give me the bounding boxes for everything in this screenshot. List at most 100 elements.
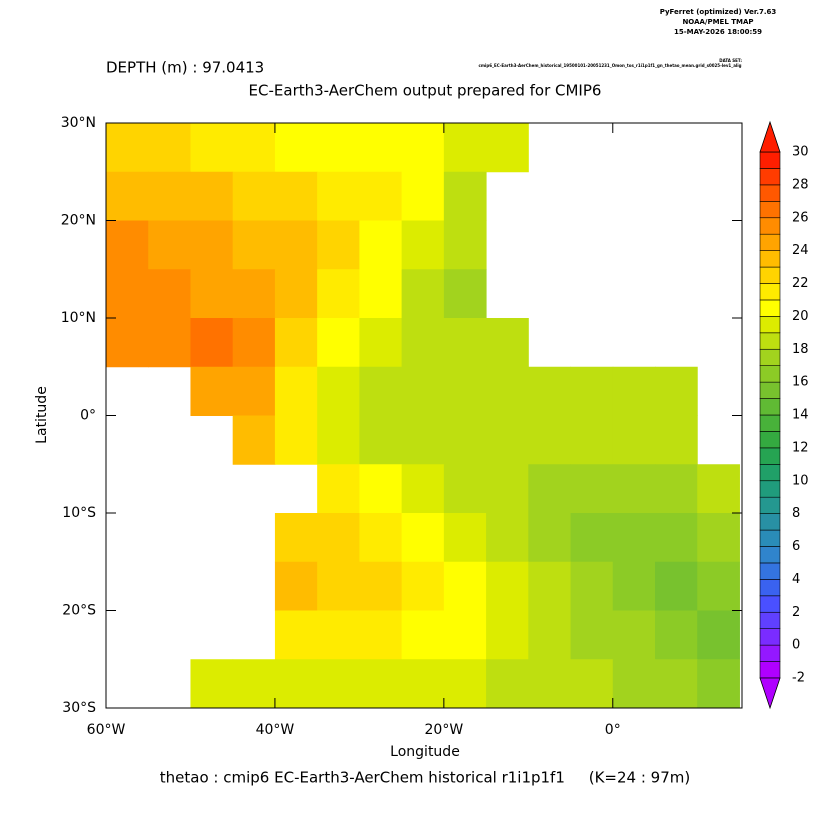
map-cell [486,610,529,660]
map-cell [612,415,656,465]
y-tick-label: 10°N [61,310,96,326]
map-cell [443,415,487,465]
x-axis-label: Longitude [390,744,460,760]
y-tick-label: 10°S [62,505,96,521]
colorbar-band [759,250,781,268]
colorbar-band [759,283,781,301]
map-cell [443,318,487,368]
colorbar-label: 10 [792,473,809,488]
map-cell [443,220,487,270]
colorbar-label: 18 [792,342,809,357]
colorbar-band [759,201,781,219]
map-cell [697,513,740,563]
map-cell [232,366,276,416]
dataset-name: cmip6_EC-Earth3-AerChem_historical_19500… [478,63,741,68]
colorbar-band [759,628,781,646]
colorbar-under [759,677,781,710]
map-cell [359,269,403,319]
map-cell [528,464,572,514]
map-cell [528,561,572,611]
x-tick-label: 0° [605,722,621,738]
map-cell [697,659,740,708]
y-tick-label: 20°N [61,213,96,229]
map-cell [359,513,403,563]
map-cell [359,318,403,368]
colorbar-label: 22 [792,276,809,291]
map-cell [486,561,529,611]
map-cell [612,659,656,708]
map-cell [443,366,487,416]
map-cell [317,561,360,611]
colorbar-band [759,595,781,613]
x-tick-label: 60°W [87,722,126,738]
colorbar-band [759,414,781,432]
map-cell [528,610,572,660]
header-line: 15-MAY-2026 18:00:59 [674,28,762,36]
y-tick-label: 30°S [62,700,96,716]
map-cell [317,415,360,465]
map-cell [443,123,487,173]
map-cell [190,220,234,270]
map-cell [443,269,487,319]
map-cell [148,123,191,173]
colorbar-label: 26 [792,210,809,225]
map-cell [106,318,149,368]
map-cell [359,415,403,465]
map-cell [443,561,487,611]
x-tick-label: 40°W [256,722,295,738]
colorbar-label: 14 [792,408,809,423]
map-cell [317,318,360,368]
colorbar-band [759,184,781,202]
map-cell [317,123,360,173]
colorbar-band [759,562,781,580]
map-cell [317,171,360,221]
map-cell [612,366,656,416]
depth-label: DEPTH (m) : 97.0413 [106,59,264,77]
map-cell [401,464,445,514]
map-cells [106,123,740,708]
map-cell [232,220,276,270]
colorbar-band [759,151,781,169]
colorbar-over [759,120,781,153]
colorbar-band [759,464,781,482]
y-axis-label: Latitude [34,386,50,444]
map-cell [528,415,572,465]
colorbar-label: -2 [792,671,805,686]
header-line: NOAA/PMEL TMAP [682,18,753,26]
colorbar-band [759,316,781,334]
map-cell [655,610,698,660]
map-cell [401,415,445,465]
colorbar-band [759,332,781,350]
map-cell [359,561,403,611]
map-cell [359,171,403,221]
map-cell [232,269,276,319]
colorbar-band [759,496,781,514]
footer: thetao : cmip6 EC-Earth3-AerChem histori… [160,769,690,787]
colorbar-label: 8 [792,506,800,521]
map-cell [528,366,572,416]
map-cell [106,123,149,173]
map-cell [655,513,698,563]
map-cell [148,171,191,221]
map-cell [106,171,149,221]
map-cell [190,366,234,416]
map-cell [401,269,445,319]
colorbar-band [759,546,781,564]
map-cell [570,610,614,660]
chart-title: EC-Earth3-AerChem output prepared for CM… [249,82,602,100]
colorbar-band [759,381,781,399]
map-cell [274,269,318,319]
map-cell [190,659,234,708]
map-cell [570,366,614,416]
colorbar-band [759,217,781,235]
map-cell [106,269,149,319]
map-cell [570,464,614,514]
map-cell [317,610,360,660]
map-cell [232,171,276,221]
colorbar-label: 4 [792,572,800,587]
map-cell [274,123,318,173]
map-cell [612,464,656,514]
map-cell [190,123,234,173]
map-cell [401,171,445,221]
colorbar-label: 20 [792,309,809,324]
